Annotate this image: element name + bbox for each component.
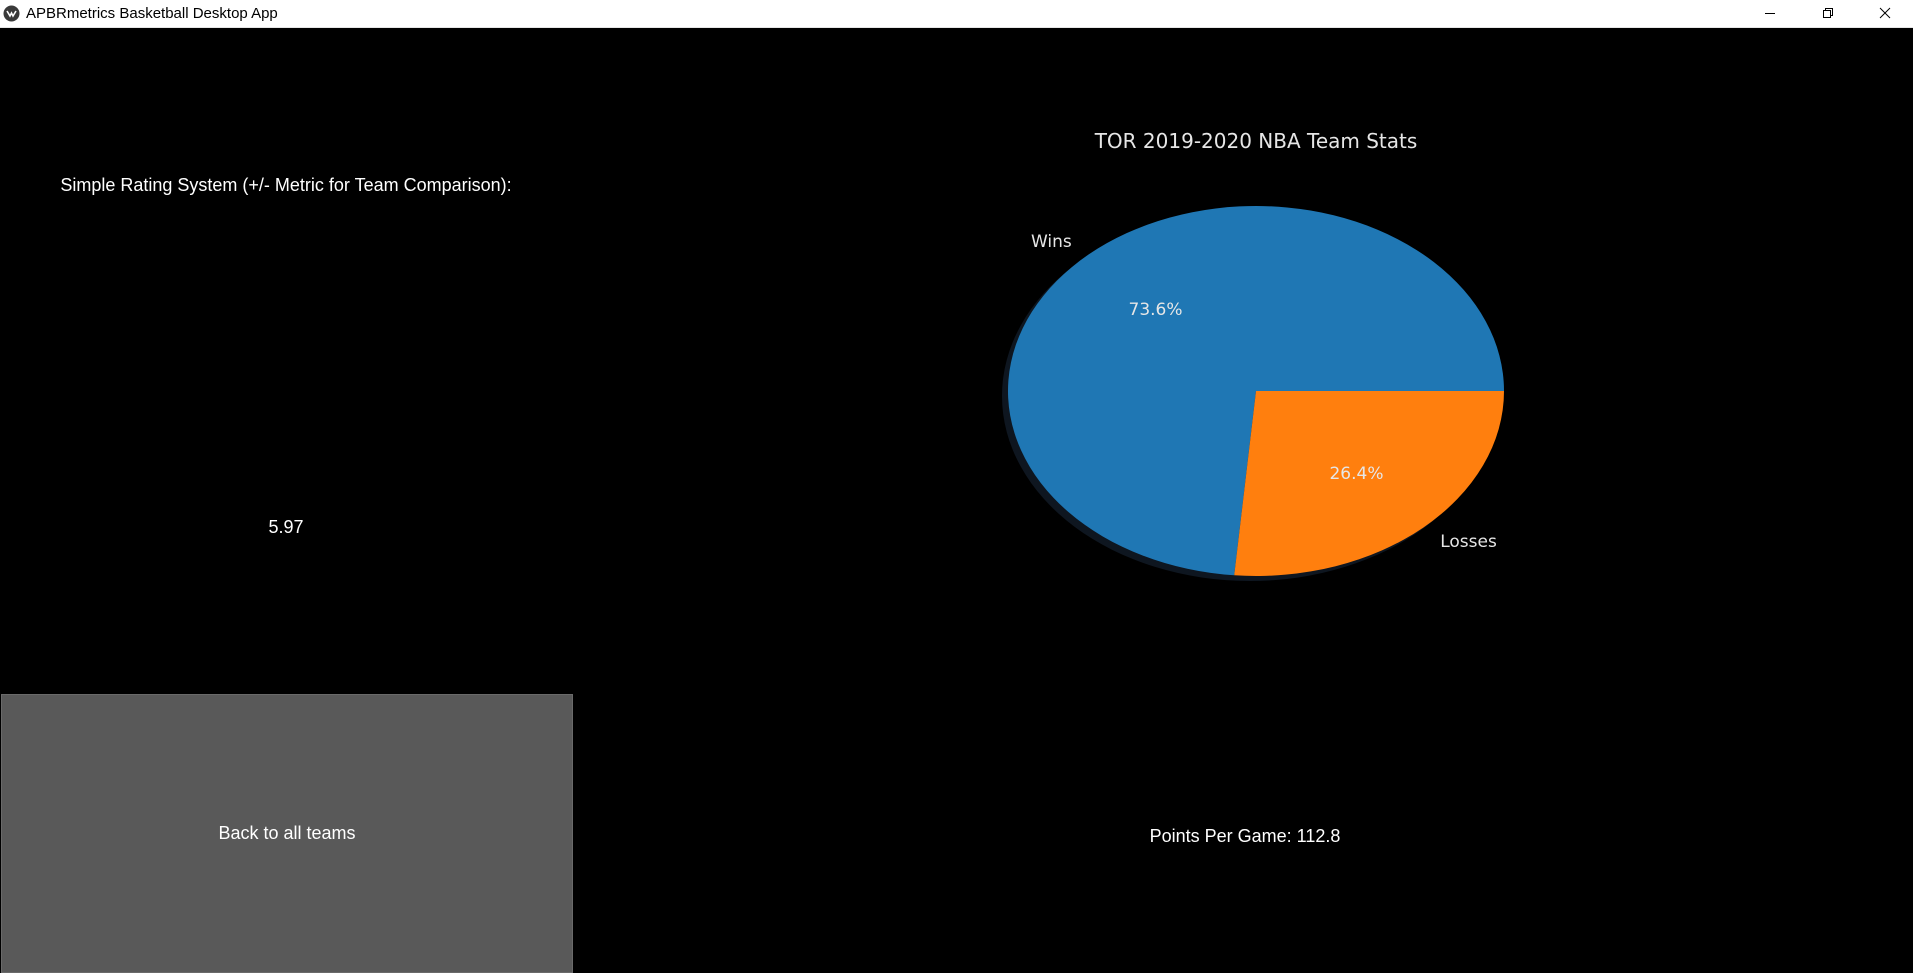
back-button-label: Back to all teams: [218, 823, 356, 843]
points-per-game-label: Points Per Game: 112.8: [1149, 826, 1341, 846]
pie-slice-wins: [1007, 206, 1504, 576]
team-stats-pie-chart: TOR 2019-2020 NBA Team Stats 73.6% Wins 26.…: [1002, 129, 1504, 581]
pie-category-label-losses: Losses: [1440, 532, 1497, 552]
minimize-button[interactable]: [1741, 0, 1799, 27]
close-icon: [1879, 7, 1891, 19]
window-titlebar: APBRmetrics Basketball Desktop App: [0, 0, 1913, 28]
app-logo-icon: [3, 5, 20, 22]
minimize-icon: [1765, 13, 1775, 14]
team-stats-screen: Simple Rating System (+/- Metric for Tea…: [0, 28, 1913, 973]
srs-value: 5.97: [268, 517, 304, 537]
restore-button[interactable]: [1799, 0, 1857, 27]
srs-label: Simple Rating System (+/- Metric for Tea…: [60, 175, 512, 195]
pie-percent-label-losses: 26.4%: [1329, 464, 1383, 484]
back-to-all-teams-button[interactable]: Back to all teams: [1, 694, 573, 973]
window-title: APBRmetrics Basketball Desktop App: [26, 5, 278, 22]
pie-percent-label-wins: 73.6%: [1129, 300, 1183, 320]
chart-title: TOR 2019-2020 NBA Team Stats: [1094, 129, 1418, 153]
restore-icon: [1823, 8, 1833, 18]
pie-category-label-wins: Wins: [1031, 232, 1072, 252]
pie-slice-losses: [1234, 391, 1504, 576]
close-button[interactable]: [1856, 0, 1913, 27]
